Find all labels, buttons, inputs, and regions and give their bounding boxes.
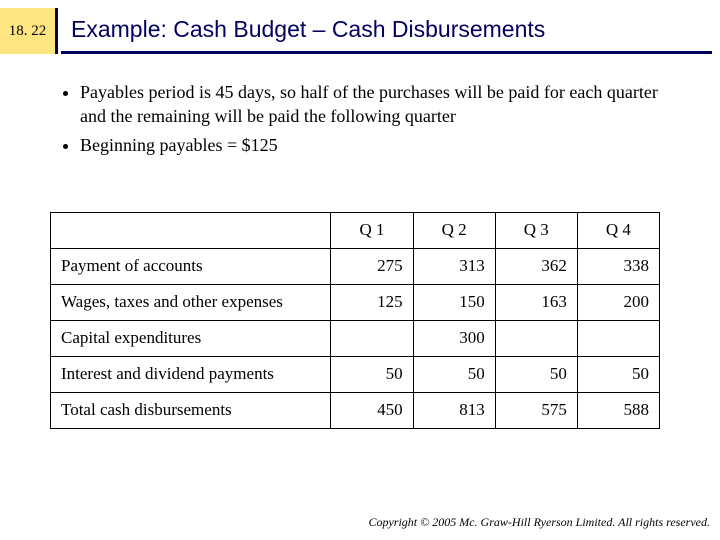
cell (577, 320, 659, 356)
table-row: Wages, taxes and other expenses 125 150 … (51, 284, 660, 320)
table-header: Q 2 (413, 212, 495, 248)
bullet-list: Payables period is 45 days, so half of t… (60, 80, 680, 157)
cell: 150 (413, 284, 495, 320)
cell: 125 (331, 284, 413, 320)
content-area: Payables period is 45 days, so half of t… (60, 80, 680, 429)
row-label: Total cash disbursements (51, 392, 331, 428)
cell: 200 (577, 284, 659, 320)
cell: 313 (413, 248, 495, 284)
table-header: Q 4 (577, 212, 659, 248)
cell: 163 (495, 284, 577, 320)
slide-number: 18. 22 (9, 23, 47, 40)
cell: 50 (331, 356, 413, 392)
cell (495, 320, 577, 356)
copyright-footer: Copyright © 2005 Mc. Graw-Hill Ryerson L… (0, 515, 710, 530)
cell: 275 (331, 248, 413, 284)
cell: 50 (495, 356, 577, 392)
table-header-empty (51, 212, 331, 248)
row-label: Payment of accounts (51, 248, 331, 284)
cell: 50 (577, 356, 659, 392)
cell: 362 (495, 248, 577, 284)
cell: 50 (413, 356, 495, 392)
table-header: Q 3 (495, 212, 577, 248)
cell: 338 (577, 248, 659, 284)
cell: 813 (413, 392, 495, 428)
table-header-row: Q 1 Q 2 Q 3 Q 4 (51, 212, 660, 248)
table-row: Payment of accounts 275 313 362 338 (51, 248, 660, 284)
title-area: Example: Cash Budget – Cash Disbursement… (61, 8, 712, 54)
cell: 588 (577, 392, 659, 428)
bullet-item: Payables period is 45 days, so half of t… (80, 80, 680, 129)
table-row: Interest and dividend payments 50 50 50 … (51, 356, 660, 392)
bullet-item: Beginning payables = $125 (80, 133, 680, 157)
cell: 300 (413, 320, 495, 356)
row-label: Capital expenditures (51, 320, 331, 356)
slide-title: Example: Cash Budget – Cash Disbursement… (71, 16, 545, 43)
table-row: Total cash disbursements 450 813 575 588 (51, 392, 660, 428)
cell: 575 (495, 392, 577, 428)
row-label: Interest and dividend payments (51, 356, 331, 392)
row-label: Wages, taxes and other expenses (51, 284, 331, 320)
table-row: Capital expenditures 300 (51, 320, 660, 356)
cell: 450 (331, 392, 413, 428)
cell (331, 320, 413, 356)
disbursements-table: Q 1 Q 2 Q 3 Q 4 Payment of accounts 275 … (50, 212, 660, 429)
slide-number-box: 18. 22 (0, 8, 58, 54)
table-header: Q 1 (331, 212, 413, 248)
